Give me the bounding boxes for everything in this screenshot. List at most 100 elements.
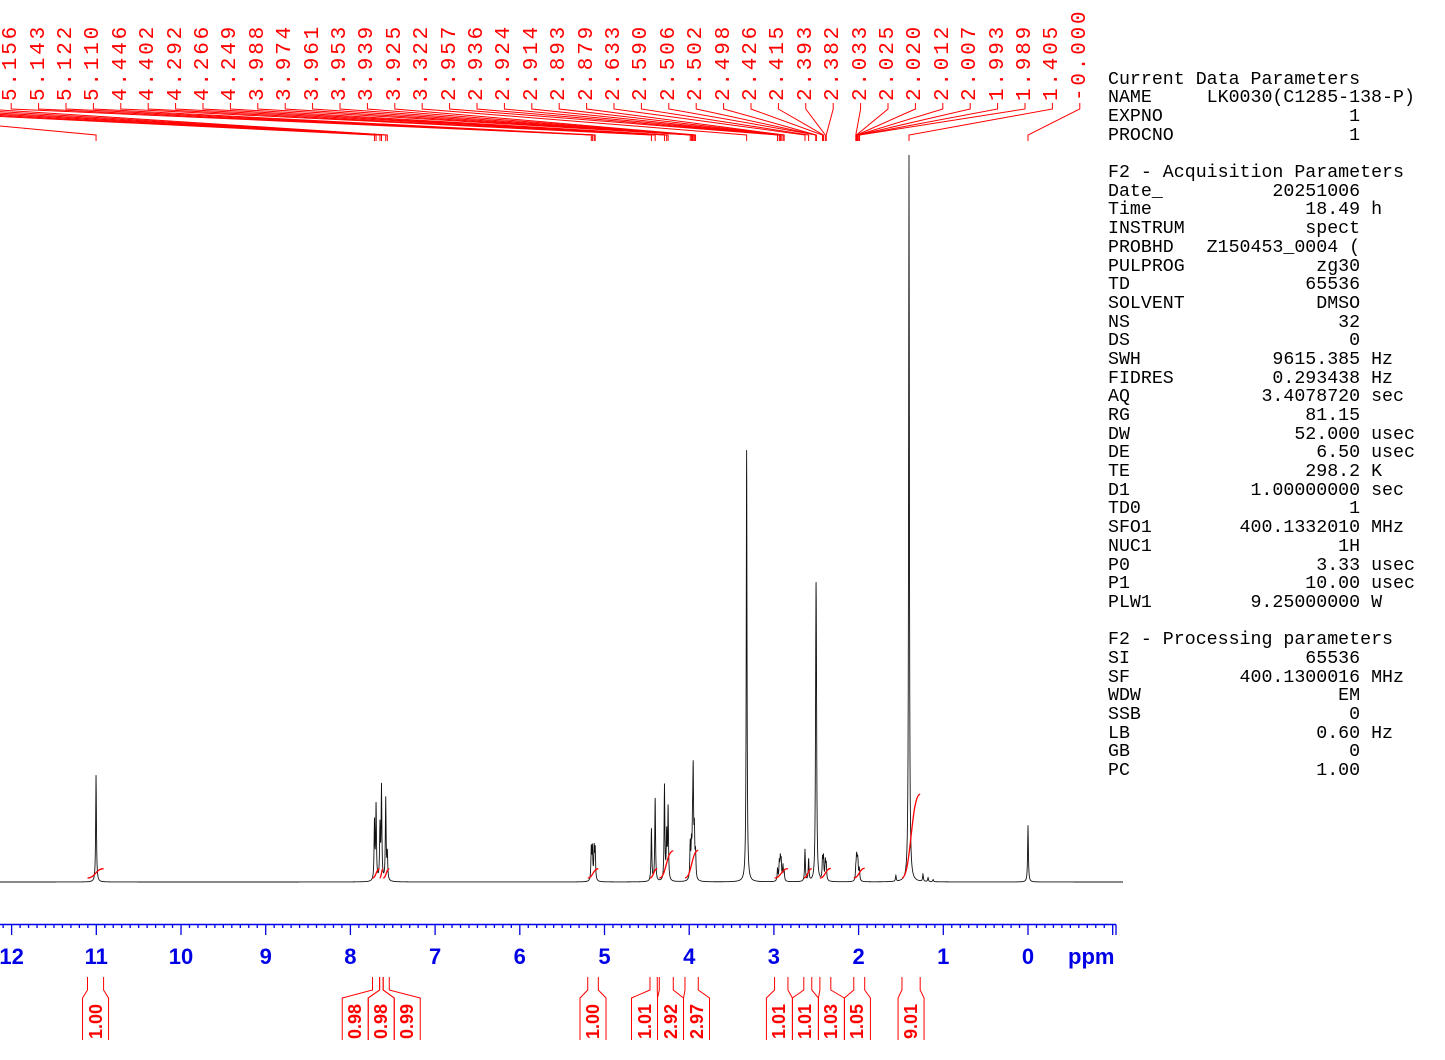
peak-label-connector: [38, 103, 593, 141]
parameter-row: INSTRUM spect: [1108, 220, 1404, 239]
parameter-section-title: Current Data Parameters: [1108, 69, 1361, 90]
parameter-value: DMSO: [1316, 293, 1361, 314]
parameter-name: FIDRES: [1108, 368, 1174, 389]
peak-label-connector: [65, 103, 595, 141]
integral-bracket: [864, 977, 871, 1040]
peak-label-connector: [855, 103, 862, 141]
peak-label: 2.893: [548, 23, 572, 101]
integral-value-label: 2.97: [686, 1003, 707, 1039]
parameter-name: NUC1: [1108, 536, 1152, 557]
parameter-name: DW: [1108, 424, 1130, 445]
peak-label: 2.415: [767, 23, 791, 101]
parameter-name: GB: [1108, 742, 1130, 763]
integral-bracket: [791, 977, 805, 1040]
peak-label-connectors: [0, 103, 1081, 141]
peak-label: 1.405: [1041, 23, 1065, 101]
parameter-unit: usec: [1371, 555, 1415, 576]
integral-curve: [803, 867, 812, 879]
peak-label-connector: [394, 103, 697, 141]
parameter-row: PULPROG zg30: [1108, 257, 1404, 277]
parameter-row: PROCNO 1: [1108, 126, 1404, 146]
peak-label: 5.143: [27, 23, 51, 101]
integral-bracket: [103, 977, 110, 1040]
parameter-row: P0 3.33 usec: [1108, 555, 1415, 576]
peak-label: 2.924: [493, 23, 517, 101]
peak-label-connector: [0, 115, 377, 141]
peak-label-connector: [366, 103, 695, 141]
parameter-value: 0.60: [1316, 723, 1361, 744]
integral-value-label: 9.01: [901, 1003, 922, 1039]
parameter-value: 20251006: [1272, 181, 1361, 202]
parameter-value: 18.49: [1305, 200, 1361, 221]
parameter-value: 0: [1349, 742, 1361, 763]
peak-label-connector: [825, 103, 834, 141]
parameter-name: NS: [1108, 312, 1130, 333]
parameter-name: SSB: [1108, 705, 1141, 726]
integral-curve: [901, 793, 921, 879]
peak-label: 3.988: [246, 23, 270, 101]
peak-label-connector: [0, 109, 388, 141]
parameter-value: 9615.385: [1272, 349, 1361, 370]
x-axis-tick-label: 0: [1021, 944, 1035, 969]
peak-label: 2.914: [520, 23, 544, 101]
parameter-value: 0: [1349, 705, 1361, 726]
integral-bracket: [597, 977, 607, 1040]
parameters-panel: Current Data Parameters NAME LK0030(C1285-…: [1108, 69, 1415, 782]
integral-curve: [649, 867, 658, 879]
parameter-row: FIDRES 0.293438 Hz: [1108, 368, 1404, 389]
x-axis-tick-label: 11: [84, 944, 108, 969]
peak-label-connector: [10, 103, 592, 141]
parameter-row: Time 18.49 h: [1108, 201, 1404, 220]
integral-bracket: [657, 977, 660, 1040]
integral-bracket: [82, 977, 88, 1040]
parameter-value: 1.00: [1316, 761, 1361, 782]
parameter-row: SWH 9615.385 Hz: [1108, 351, 1404, 370]
parameter-name: SOLVENT: [1108, 293, 1185, 314]
peak-label-connector: [120, 103, 652, 141]
parameter-unit: W: [1371, 592, 1383, 613]
peak-label-connector: [1027, 103, 1081, 141]
x-axis-tick-label: 10: [168, 944, 194, 969]
peak-label-connector: [855, 103, 889, 141]
peak-label-connector: [339, 103, 694, 141]
peak-label-connector: [723, 103, 817, 141]
peak-label: 4.249: [219, 23, 243, 101]
parameter-value: 400.1332010: [1239, 518, 1361, 539]
peak-label: 3.974: [274, 23, 298, 101]
parameter-row: PLW1 9.25000000 W: [1108, 594, 1404, 613]
parameter-row: Date_ 20251006: [1108, 183, 1404, 202]
peak-label-connector: [695, 103, 817, 141]
peak-label-connector: [750, 103, 824, 141]
integral-curve: [379, 868, 384, 879]
peak-label-connector: [257, 103, 691, 141]
parameter-value: EM: [1338, 686, 1361, 707]
parameter-name: P0: [1108, 555, 1130, 576]
peak-label: 4.402: [137, 23, 161, 101]
parameter-name: PROBHD: [1108, 237, 1174, 258]
integral-value-label: 0.98: [345, 1003, 366, 1039]
parameter-row: NUC1 1H: [1108, 538, 1404, 557]
integral-curve: [774, 867, 789, 879]
integral-curve: [853, 867, 865, 879]
integral-value-label: 1.01: [795, 1003, 816, 1039]
peak-label-connector: [147, 103, 656, 141]
integral-bracket: [382, 977, 395, 1040]
integral-bracket: [579, 977, 589, 1040]
x-axis-tick-label: 1: [937, 944, 950, 969]
parameter-row: TD0 1: [1108, 500, 1404, 519]
peak-label-connector: [586, 103, 785, 141]
parameter-value: 298.2: [1305, 462, 1361, 483]
parameter-name: Date_: [1108, 181, 1163, 202]
x-axis-tick-label: 4: [683, 944, 696, 969]
integral-bracket: [817, 977, 821, 1040]
parameter-value: 1.00000000: [1250, 480, 1361, 501]
parameter-unit: usec: [1371, 424, 1415, 445]
peak-label-connector: [0, 113, 381, 141]
parameter-row: DS 0: [1108, 332, 1404, 351]
parameter-value: spect: [1305, 219, 1361, 240]
peak-label: 1.993: [986, 23, 1010, 101]
parameter-name: DS: [1108, 331, 1130, 352]
peak-label: 2.007: [959, 23, 983, 101]
parameter-value: 6.50: [1316, 443, 1361, 464]
